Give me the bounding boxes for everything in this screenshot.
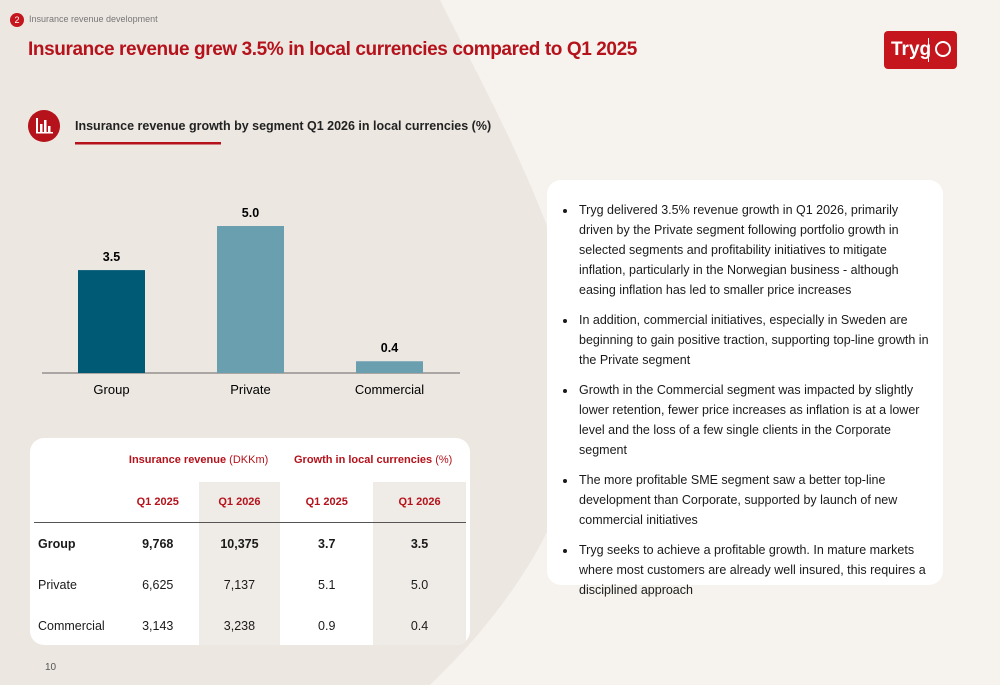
group-header: Growth in local currencies (%) — [280, 438, 466, 482]
table-cell: 5.0 — [373, 564, 466, 605]
column-header: Q1 2025 — [280, 482, 374, 523]
table-cell: 3,143 — [142, 618, 174, 633]
table-cell: 7,137 — [198, 564, 281, 605]
x-tick-label: Group — [93, 382, 129, 397]
table-card: Insurance revenue (DKKm) Growth in local … — [30, 438, 470, 645]
row-label: Commercial — [38, 618, 105, 633]
group-header-row: Insurance revenue (DKKm) Growth in local … — [34, 438, 466, 482]
table-cell: 9,768 — [142, 536, 174, 551]
table: Insurance revenue (DKKm) Growth in local … — [34, 438, 466, 645]
bullet: The more profitable SME segment saw a be… — [577, 470, 933, 530]
table-row: Group 9,768 10,375 3.7 3.5 — [34, 522, 466, 564]
column-header: Q1 2025 — [116, 482, 199, 523]
column-header: Q1 2026 — [373, 482, 466, 523]
table-cell: 3.5 — [373, 522, 466, 564]
section-name: Insurance revenue development — [29, 14, 158, 24]
page-number: 10 — [45, 662, 57, 673]
group-header-unit: (DKKm) — [229, 454, 269, 466]
group-header-unit: (%) — [435, 454, 453, 466]
header-cell — [34, 438, 117, 482]
bullet: Tryg seeks to achieve a profitable growt… — [577, 540, 933, 600]
table-cell: 3,238 — [198, 605, 281, 645]
section-number: 2 — [10, 13, 24, 27]
table-cell: 6,625 — [142, 577, 174, 592]
bullet: Tryg delivered 3.5% revenue growth in Q1… — [577, 200, 933, 300]
row-label: Private — [38, 577, 77, 592]
bullet: Growth in the Commercial segment was imp… — [577, 380, 933, 460]
bullet-panel: Tryg delivered 3.5% revenue growth in Q1… — [547, 180, 943, 597]
logo-mark — [935, 41, 951, 57]
row-label: Group — [38, 536, 76, 551]
chart: Insurance revenue growth by segment Q1 2… — [28, 110, 491, 397]
bullet-list: Tryg delivered 3.5% revenue growth in Q1… — [561, 200, 933, 600]
table-cell: 3.7 — [318, 536, 336, 551]
table-cell: 0.9 — [318, 618, 336, 633]
column-header: Q1 2026 — [198, 482, 281, 523]
group-header-title: Growth in local currencies — [293, 454, 433, 466]
table-row: Private 6,625 7,137 5.1 5.0 — [34, 564, 466, 605]
column-header-row: Q1 2025 Q1 2026 Q1 2025 Q1 2026 — [34, 482, 466, 523]
value-label: 3.5 — [103, 250, 120, 264]
logo-text: Tryg — [891, 39, 932, 60]
value-label: 5.0 — [242, 206, 259, 220]
chart-title-underline — [75, 142, 221, 145]
group-header: Insurance revenue (DKKm) — [117, 438, 280, 482]
x-tick-label: Private — [230, 382, 270, 397]
table-cell: 5.1 — [318, 577, 336, 592]
value-label: 0.4 — [381, 341, 398, 355]
bullet: In addition, commercial initiatives, esp… — [577, 310, 933, 370]
chart-title: Insurance revenue growth by segment Q1 2… — [75, 119, 491, 133]
logo-separator — [928, 38, 929, 62]
logo: Tryg — [884, 31, 957, 69]
table-cell: 0.4 — [373, 605, 466, 645]
header-cell — [34, 482, 117, 523]
bar — [356, 361, 423, 373]
bar — [78, 270, 145, 373]
bar — [217, 226, 284, 373]
table-cell: 10,375 — [198, 522, 281, 564]
slide-title: Insurance revenue grew 3.5% in local cur… — [28, 39, 637, 60]
group-header-title: Insurance revenue — [128, 454, 227, 466]
chart-icon-bars — [36, 118, 53, 134]
x-tick-label: Commercial — [355, 382, 424, 397]
table-row: Commercial 3,143 3,238 0.9 0.4 — [34, 605, 466, 645]
